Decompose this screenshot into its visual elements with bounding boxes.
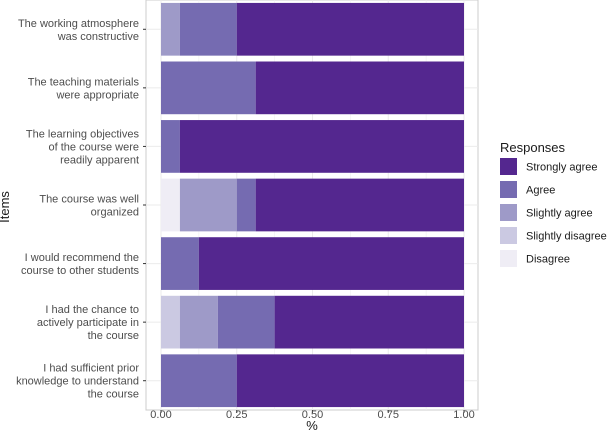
y-axis-title: Items: [0, 191, 12, 223]
legend-label: Slightly agree: [526, 208, 593, 220]
bar-segment: [161, 178, 180, 232]
bar-segment: [161, 120, 180, 173]
bar-segment: [217, 295, 275, 349]
category-label: I had the chance to actively participate …: [37, 304, 139, 342]
x-tick-label: 0.25: [226, 409, 247, 421]
category-labels: The working atmosphere was constructive Th…: [16, 18, 146, 401]
bar-segment: [179, 2, 237, 56]
category-label: I would recommend the course to other stu…: [21, 252, 140, 277]
x-tick-label: 0.75: [378, 409, 399, 421]
legend-swatch: [500, 181, 517, 198]
bar-segment: [236, 2, 464, 56]
x-tick-label: 0.00: [150, 409, 171, 421]
category-label: The learning objectives of the course wer…: [26, 128, 140, 166]
legend-label: Slightly disagree: [526, 231, 607, 243]
bar-segment: [255, 178, 464, 232]
x-axis-title: %: [306, 418, 318, 433]
x-tick-labels: 0.00 0.25 0.50 0.75 1.00: [150, 409, 474, 421]
legend-title: Responses: [500, 140, 566, 155]
legend: Responses Strongly agree Agree Slightly ag…: [500, 140, 607, 267]
legend-swatch: [500, 227, 517, 244]
bar-segment: [198, 237, 464, 290]
category-label: I had sufficient prior knowledge to under…: [16, 363, 139, 401]
bar-segment: [255, 61, 464, 115]
x-tick-label: 1.00: [453, 409, 474, 421]
category-label: The teaching materials were appropriate: [28, 76, 140, 101]
bar-segment: [179, 295, 218, 349]
x-tick-label: 0.50: [302, 409, 323, 421]
bar-segment: [161, 237, 199, 290]
bar-segment: [161, 61, 256, 115]
bar-segment: [179, 120, 464, 173]
category-label: The course was well organized: [39, 194, 139, 219]
bars: [161, 2, 464, 408]
bar-segment: [161, 354, 237, 408]
bar-segment: [161, 295, 180, 349]
bar-segment: [236, 354, 464, 408]
bar-segment: [274, 295, 464, 349]
legend-swatch: [500, 158, 517, 175]
legend-label: Disagree: [526, 254, 570, 266]
bar-segment: [236, 178, 256, 232]
bar-segment: [179, 178, 237, 232]
bar-segment: [161, 2, 180, 56]
legend-swatch: [500, 250, 517, 267]
legend-label: Strongly agree: [526, 162, 598, 174]
category-label: The working atmosphere was constructive: [18, 18, 139, 43]
legend-swatch: [500, 204, 517, 221]
legend-label: Agree: [526, 185, 555, 197]
